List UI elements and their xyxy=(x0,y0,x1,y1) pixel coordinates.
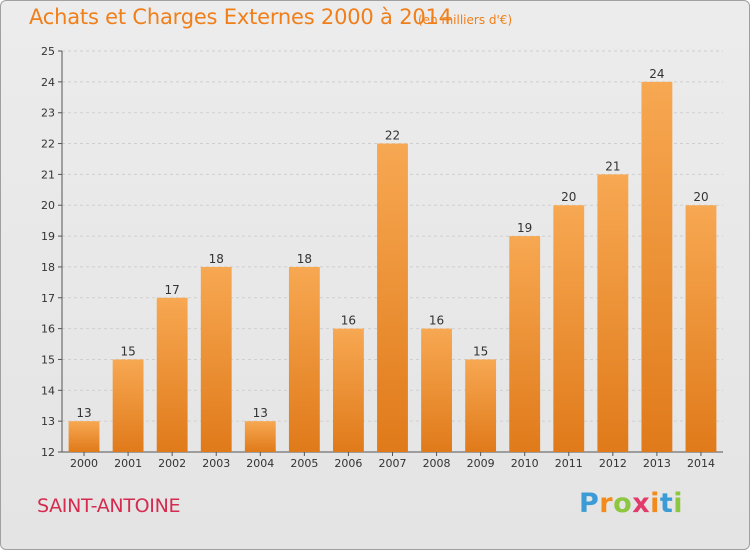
data-labels: 13 15 17 18 13 18 16 22 16 15 19 20 21 24 20 xyxy=(76,67,708,420)
x-tick-label-2009: 2009 xyxy=(467,457,495,470)
y-tick-label: 20 xyxy=(41,199,55,212)
bars xyxy=(68,81,717,453)
commune-name: SAINT-ANTOINE xyxy=(37,495,181,517)
x-tick-label-2013: 2013 xyxy=(643,457,671,470)
data-label-2004: 13 xyxy=(253,406,268,420)
bar-2002 xyxy=(156,297,188,452)
bar-2008 xyxy=(421,328,452,452)
data-label-2000: 13 xyxy=(76,406,91,420)
proxiti-logo: Proxiti xyxy=(579,488,683,519)
y-tick-label: 15 xyxy=(41,353,55,366)
y-tick-label: 21 xyxy=(41,168,55,181)
y-tick-label: 24 xyxy=(41,76,55,89)
x-tick-label-2000: 2000 xyxy=(70,457,98,470)
x-tick-label-2004: 2004 xyxy=(246,457,274,470)
y-tick-label: 23 xyxy=(41,107,55,120)
x-tick-label-2010: 2010 xyxy=(511,457,539,470)
bar-2001 xyxy=(112,359,144,452)
data-label-2002: 17 xyxy=(165,283,180,297)
data-label-2009: 15 xyxy=(473,344,488,358)
bar-2005 xyxy=(288,266,320,452)
logo-letter: x xyxy=(632,488,651,519)
data-label-2001: 15 xyxy=(120,344,135,358)
logo-letter: i xyxy=(673,488,684,519)
x-tick-label-2006: 2006 xyxy=(334,457,362,470)
bar-2014 xyxy=(685,205,717,452)
data-label-2010: 19 xyxy=(517,221,532,235)
bar-2012 xyxy=(597,174,629,452)
logo-letter: r xyxy=(599,488,614,519)
data-label-2012: 21 xyxy=(605,159,620,173)
logo-letter: i xyxy=(650,488,660,519)
bar-2013 xyxy=(641,81,673,452)
y-tick-label: 18 xyxy=(41,261,55,274)
y-tick-label: 17 xyxy=(41,292,55,305)
chart-subtitle: (en milliers d'€) xyxy=(418,13,513,27)
x-tick-label-2011: 2011 xyxy=(555,457,583,470)
data-label-2006: 16 xyxy=(341,314,356,328)
axes: 12 13 14 15 16 17 18 19 20 21 22 23 24 25 2000 2001 2002… xyxy=(41,45,723,470)
x-tick-label-2012: 2012 xyxy=(599,457,627,470)
x-tick-label-2008: 2008 xyxy=(423,457,451,470)
bar-2000 xyxy=(68,421,100,452)
data-label-2014: 20 xyxy=(693,190,708,204)
x-tick-label-2014: 2014 xyxy=(687,457,715,470)
x-tick-label-2001: 2001 xyxy=(114,457,142,470)
data-label-2008: 16 xyxy=(429,314,444,328)
y-tick-label: 19 xyxy=(41,230,55,243)
x-tick-label-2003: 2003 xyxy=(202,457,230,470)
x-tick-label-2002: 2002 xyxy=(158,457,186,470)
x-tick-label-2007: 2007 xyxy=(379,457,407,470)
data-label-2005: 18 xyxy=(297,252,312,266)
y-tick-label: 12 xyxy=(41,446,55,459)
data-label-2003: 18 xyxy=(209,252,224,266)
logo-letter: o xyxy=(613,488,633,519)
y-tick-label: 22 xyxy=(41,138,55,151)
bar-2006 xyxy=(333,328,364,452)
y-tick-label: 16 xyxy=(41,323,55,336)
data-label-2011: 20 xyxy=(561,190,576,204)
bar-2009 xyxy=(465,359,497,452)
y-tick-label: 14 xyxy=(41,384,55,397)
bar-2007 xyxy=(377,143,408,453)
data-label-2013: 24 xyxy=(649,67,664,81)
bar-2004 xyxy=(244,421,276,452)
y-tick-label: 25 xyxy=(41,45,55,58)
logo-letter: P xyxy=(579,488,600,519)
data-label-2007: 22 xyxy=(385,129,400,143)
bar-2003 xyxy=(200,266,232,452)
bar-2011 xyxy=(553,205,585,452)
chart-title: Achats et Charges Externes 2000 à 2014 xyxy=(29,5,452,29)
logo-letter: t xyxy=(659,488,674,519)
y-tick-label: 13 xyxy=(41,415,55,428)
bar-2010 xyxy=(509,236,541,452)
x-tick-label-2005: 2005 xyxy=(290,457,318,470)
